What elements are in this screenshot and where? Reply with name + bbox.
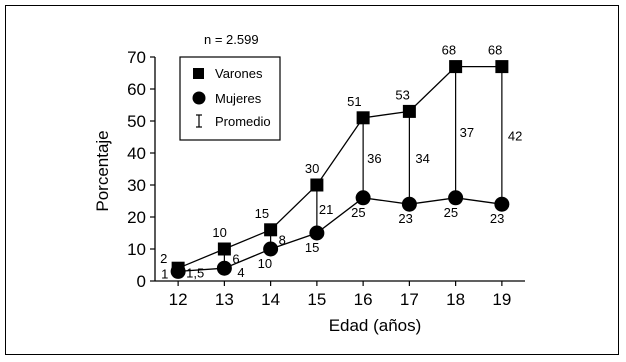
promedio-data-label: 42 bbox=[508, 128, 522, 143]
varones-point bbox=[310, 178, 324, 192]
varones-line bbox=[177, 65, 502, 269]
y-tick-label: 0 bbox=[137, 272, 146, 291]
y-tick-label: 40 bbox=[127, 144, 146, 163]
mujeres-point bbox=[401, 196, 417, 212]
varones-data-label: 30 bbox=[305, 161, 319, 176]
legend-label-mujeres: Mujeres bbox=[215, 91, 262, 106]
mujeres-data-label: 25 bbox=[351, 205, 365, 220]
legend-circle-marker bbox=[192, 91, 206, 105]
x-tick-label: 19 bbox=[492, 290, 511, 309]
legend-label-promedio: Promedio bbox=[215, 114, 271, 129]
legend-square-marker bbox=[193, 68, 204, 79]
y-tick-label: 60 bbox=[127, 80, 146, 99]
series-lines bbox=[177, 65, 502, 273]
promedio-data-label: 36 bbox=[367, 151, 381, 166]
mujeres-data-label: 4 bbox=[237, 265, 244, 280]
data-labels: 21 1,5 10 46 15 10 8 30 15 21 51 25 36 53 23 34 68 25 37 68… bbox=[160, 43, 522, 282]
mujeres-data-label: 23 bbox=[490, 211, 504, 226]
y-tick-label: 50 bbox=[127, 112, 146, 131]
mujeres-point bbox=[448, 190, 464, 206]
mujeres-point bbox=[216, 260, 232, 276]
varones-point bbox=[356, 111, 370, 125]
varones-point bbox=[495, 60, 509, 74]
varones-point bbox=[449, 60, 463, 74]
varones-point bbox=[171, 261, 185, 275]
x-tick-label: 18 bbox=[446, 290, 465, 309]
mujeres-data-label: 1 bbox=[161, 266, 168, 281]
promedio-data-label: 21 bbox=[319, 202, 333, 217]
promedio-data-label: 8 bbox=[279, 232, 286, 247]
promedio-data-label: 34 bbox=[415, 151, 429, 166]
x-tick-label: 16 bbox=[354, 290, 373, 309]
promedio-data-label: 1,5 bbox=[186, 265, 204, 280]
mujeres-point bbox=[263, 241, 279, 257]
y-tick-label: 70 bbox=[127, 48, 146, 67]
varones-data-label: 68 bbox=[488, 43, 502, 58]
mujeres-point bbox=[355, 190, 371, 206]
varones-data-label: 2 bbox=[160, 251, 167, 266]
legend-label-varones: Varones bbox=[215, 66, 263, 81]
varones-data-label: 10 bbox=[212, 225, 226, 240]
y-tick-label: 30 bbox=[127, 176, 146, 195]
mujeres-point bbox=[494, 196, 510, 212]
varones-data-label: 68 bbox=[442, 43, 456, 58]
mujeres-point bbox=[309, 225, 325, 241]
varones-point bbox=[217, 242, 231, 256]
varones-point bbox=[264, 223, 278, 237]
mujeres-data-label: 25 bbox=[444, 205, 458, 220]
sample-size-annotation: n = 2.599 bbox=[204, 32, 259, 47]
x-axis-title: Edad (años) bbox=[329, 316, 422, 335]
varones-data-label: 51 bbox=[347, 94, 361, 109]
series-markers bbox=[170, 60, 510, 279]
x-tick-label: 13 bbox=[215, 290, 234, 309]
y-tick-label: 10 bbox=[127, 240, 146, 259]
mujeres-line bbox=[178, 197, 502, 273]
mujeres-data-label: 23 bbox=[398, 211, 412, 226]
legend: Varones Mujeres Promedio bbox=[179, 56, 281, 141]
x-tick-label: 14 bbox=[261, 290, 280, 309]
mujeres-data-label: 10 bbox=[258, 256, 272, 271]
varones-data-label: 15 bbox=[255, 206, 269, 221]
x-tick-label: 17 bbox=[400, 290, 419, 309]
x-tick-label: 12 bbox=[169, 290, 188, 309]
mujeres-data-label: 15 bbox=[305, 240, 319, 255]
promedio-data-label: 6 bbox=[232, 252, 239, 267]
promedio-data-label: 37 bbox=[460, 125, 474, 140]
varones-point bbox=[402, 104, 416, 118]
varones-data-label: 53 bbox=[395, 87, 409, 102]
y-tick-label: 20 bbox=[127, 208, 146, 227]
y-axis-title: Porcentaje bbox=[93, 130, 112, 211]
x-tick-label: 15 bbox=[307, 290, 326, 309]
